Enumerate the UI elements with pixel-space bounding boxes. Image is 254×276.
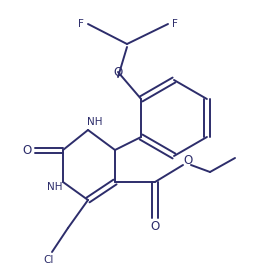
Text: F: F (172, 19, 178, 29)
Text: O: O (22, 144, 32, 156)
Text: F: F (78, 19, 84, 29)
Text: O: O (150, 219, 160, 232)
Text: O: O (113, 65, 123, 78)
Text: NH: NH (47, 182, 63, 192)
Text: Cl: Cl (44, 255, 54, 265)
Text: NH: NH (87, 117, 103, 127)
Text: O: O (183, 153, 193, 166)
